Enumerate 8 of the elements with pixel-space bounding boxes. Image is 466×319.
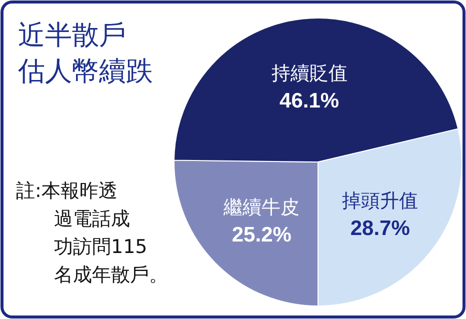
slice-label: 持續貶值 [271, 62, 348, 84]
data-label: 28.7% [350, 217, 410, 240]
text: 近半散戶估人幣續跌 [17, 20, 153, 87]
data-label: 25.2% [232, 224, 292, 247]
text: 註:本報昨透過電話成功訪問115名成年散戶。 [16, 180, 168, 286]
slice-label: 繼續牛皮 [222, 196, 300, 219]
data-label: 46.1% [280, 89, 340, 112]
slice-label: 掉頭升值 [342, 190, 418, 212]
